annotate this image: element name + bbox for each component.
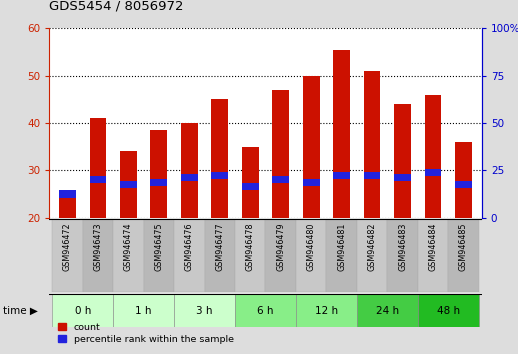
Text: GSM946473: GSM946473	[93, 222, 103, 271]
Text: 24 h: 24 h	[376, 306, 399, 316]
Text: 48 h: 48 h	[437, 306, 460, 316]
Bar	[211, 172, 228, 179]
Legend: count, percentile rank within the sample: count, percentile rank within the sample	[54, 319, 238, 348]
Text: 1 h: 1 h	[135, 306, 152, 316]
Bar	[394, 104, 411, 218]
Bar	[235, 294, 296, 327]
Bar	[266, 219, 296, 292]
Text: GSM946480: GSM946480	[307, 222, 315, 271]
Bar	[418, 219, 448, 292]
Text: time ▶: time ▶	[3, 306, 37, 316]
Bar	[235, 219, 266, 292]
Text: GSM946475: GSM946475	[154, 222, 163, 271]
Bar	[272, 176, 289, 183]
Bar	[455, 181, 472, 188]
Text: GSM946481: GSM946481	[337, 222, 346, 271]
Text: GSM946472: GSM946472	[63, 222, 72, 271]
Bar	[174, 294, 235, 327]
Bar	[174, 219, 205, 292]
Bar	[242, 183, 258, 190]
Bar	[59, 192, 76, 218]
Text: GSM946484: GSM946484	[428, 222, 438, 271]
Bar	[296, 294, 357, 327]
Text: GSM946485: GSM946485	[459, 222, 468, 271]
Bar	[303, 76, 320, 218]
Bar	[90, 118, 106, 218]
Bar	[211, 99, 228, 218]
Bar	[120, 152, 137, 218]
Bar	[181, 174, 198, 181]
Text: 3 h: 3 h	[196, 306, 213, 316]
Bar	[52, 294, 113, 327]
Text: GSM946474: GSM946474	[124, 222, 133, 271]
Bar	[272, 90, 289, 218]
Bar	[394, 174, 411, 181]
Bar	[52, 219, 83, 292]
Bar	[418, 294, 479, 327]
Bar	[364, 71, 380, 218]
Bar	[333, 50, 350, 218]
Bar	[296, 219, 326, 292]
Text: GSM946482: GSM946482	[368, 222, 377, 271]
Bar	[205, 219, 235, 292]
Bar	[242, 147, 258, 218]
Bar	[120, 181, 137, 188]
Bar	[143, 219, 174, 292]
Bar	[181, 123, 198, 218]
Bar	[455, 142, 472, 218]
Bar	[425, 95, 441, 218]
Bar	[357, 219, 387, 292]
Text: GSM946478: GSM946478	[246, 222, 255, 271]
Text: 0 h: 0 h	[75, 306, 91, 316]
Bar	[448, 219, 479, 292]
Bar	[303, 179, 320, 186]
Bar	[326, 219, 357, 292]
Bar	[357, 294, 418, 327]
Text: GSM946476: GSM946476	[185, 222, 194, 271]
Bar	[90, 176, 106, 183]
Text: GSM946477: GSM946477	[215, 222, 224, 271]
Bar	[364, 172, 380, 179]
Text: GDS5454 / 8056972: GDS5454 / 8056972	[49, 0, 184, 12]
Bar	[151, 130, 167, 218]
Bar	[83, 219, 113, 292]
Text: 6 h: 6 h	[257, 306, 274, 316]
Bar	[333, 172, 350, 179]
Bar	[387, 219, 418, 292]
Text: GSM946483: GSM946483	[398, 222, 407, 271]
Bar	[151, 179, 167, 186]
Bar	[425, 169, 441, 176]
Bar	[113, 294, 174, 327]
Text: GSM946479: GSM946479	[276, 222, 285, 271]
Text: 12 h: 12 h	[315, 306, 338, 316]
Bar	[59, 190, 76, 198]
Bar	[113, 219, 143, 292]
